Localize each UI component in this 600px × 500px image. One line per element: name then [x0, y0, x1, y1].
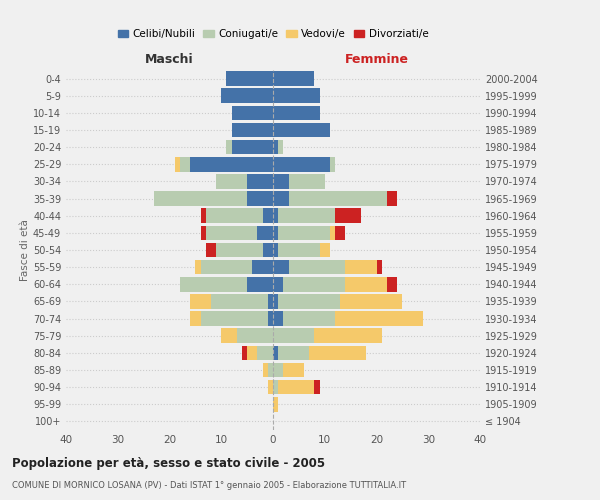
- Text: Popolazione per età, sesso e stato civile - 2005: Popolazione per età, sesso e stato civil…: [12, 458, 325, 470]
- Bar: [346, 277, 387, 291]
- Bar: [180, 157, 190, 172]
- Bar: [196, 260, 200, 274]
- Bar: [278, 294, 340, 308]
- Bar: [247, 192, 273, 206]
- Bar: [278, 208, 335, 223]
- Bar: [273, 277, 283, 291]
- Bar: [206, 242, 216, 258]
- Bar: [226, 140, 232, 154]
- Bar: [335, 226, 346, 240]
- Bar: [268, 294, 273, 308]
- Bar: [247, 174, 273, 188]
- Bar: [273, 226, 278, 240]
- Bar: [206, 226, 257, 240]
- Bar: [190, 294, 211, 308]
- Bar: [154, 192, 247, 206]
- Bar: [190, 157, 273, 172]
- Bar: [200, 260, 253, 274]
- Bar: [289, 192, 387, 206]
- Bar: [330, 157, 335, 172]
- Bar: [377, 260, 382, 274]
- Bar: [273, 294, 278, 308]
- Bar: [232, 140, 273, 154]
- Bar: [216, 174, 247, 188]
- Bar: [273, 122, 330, 138]
- Bar: [278, 140, 283, 154]
- Bar: [314, 328, 382, 343]
- Bar: [273, 380, 278, 394]
- Bar: [340, 294, 403, 308]
- Bar: [221, 88, 273, 103]
- Bar: [190, 312, 200, 326]
- Bar: [263, 242, 273, 258]
- Bar: [278, 380, 314, 394]
- Bar: [232, 122, 273, 138]
- Bar: [273, 192, 289, 206]
- Bar: [273, 328, 314, 343]
- Bar: [268, 362, 273, 378]
- Bar: [273, 88, 320, 103]
- Bar: [226, 72, 273, 86]
- Bar: [273, 312, 283, 326]
- Bar: [242, 346, 247, 360]
- Bar: [278, 346, 309, 360]
- Bar: [387, 192, 397, 206]
- Y-axis label: Fasce di età: Fasce di età: [20, 219, 30, 281]
- Bar: [273, 174, 289, 188]
- Bar: [247, 277, 273, 291]
- Bar: [283, 362, 304, 378]
- Bar: [200, 226, 206, 240]
- Bar: [320, 242, 330, 258]
- Bar: [283, 312, 335, 326]
- Bar: [232, 106, 273, 120]
- Bar: [346, 260, 377, 274]
- Bar: [330, 226, 335, 240]
- Bar: [257, 226, 273, 240]
- Bar: [314, 380, 320, 394]
- Bar: [273, 106, 320, 120]
- Bar: [273, 208, 278, 223]
- Bar: [253, 260, 273, 274]
- Bar: [273, 346, 278, 360]
- Legend: Celibi/Nubili, Coniugati/e, Vedovi/e, Divorziati/e: Celibi/Nubili, Coniugati/e, Vedovi/e, Di…: [113, 25, 433, 43]
- Bar: [257, 346, 273, 360]
- Bar: [268, 312, 273, 326]
- Bar: [273, 72, 314, 86]
- Bar: [387, 277, 397, 291]
- Bar: [211, 294, 268, 308]
- Bar: [273, 242, 278, 258]
- Bar: [283, 277, 346, 291]
- Bar: [175, 157, 180, 172]
- Text: Femmine: Femmine: [344, 54, 409, 66]
- Bar: [289, 260, 346, 274]
- Bar: [309, 346, 366, 360]
- Bar: [200, 312, 268, 326]
- Bar: [273, 397, 278, 411]
- Bar: [273, 157, 330, 172]
- Bar: [335, 208, 361, 223]
- Bar: [335, 312, 423, 326]
- Bar: [273, 362, 283, 378]
- Bar: [221, 328, 237, 343]
- Bar: [216, 242, 263, 258]
- Bar: [268, 380, 273, 394]
- Bar: [263, 362, 268, 378]
- Bar: [278, 226, 330, 240]
- Bar: [180, 277, 247, 291]
- Bar: [247, 346, 257, 360]
- Bar: [289, 174, 325, 188]
- Text: COMUNE DI MORNICO LOSANA (PV) - Dati ISTAT 1° gennaio 2005 - Elaborazione TUTTIT: COMUNE DI MORNICO LOSANA (PV) - Dati IST…: [12, 481, 406, 490]
- Bar: [273, 140, 278, 154]
- Text: Maschi: Maschi: [145, 54, 194, 66]
- Bar: [237, 328, 273, 343]
- Bar: [273, 260, 289, 274]
- Bar: [206, 208, 263, 223]
- Bar: [263, 208, 273, 223]
- Bar: [200, 208, 206, 223]
- Bar: [278, 242, 320, 258]
